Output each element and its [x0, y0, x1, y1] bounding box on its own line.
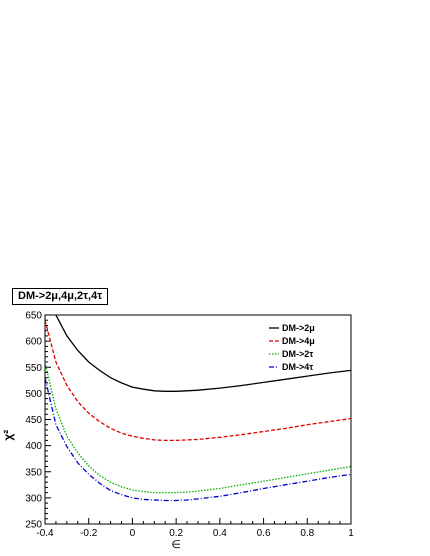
series-line-1: [45, 320, 351, 442]
series-line-0: [55, 315, 351, 392]
legend: DM->2μ DM->4μ DM->2τ DM->4τ: [269, 323, 315, 372]
legend-label-2: DM->2τ: [282, 349, 313, 359]
y-tick-label: 400: [25, 441, 42, 452]
y-tick-label: 500: [25, 389, 42, 400]
series-line-2: [45, 361, 351, 494]
series-line-3: [45, 377, 351, 502]
x-tick-label: 0.4: [213, 528, 227, 539]
x-tick-label: 0.6: [257, 528, 271, 539]
y-tick-label: 300: [25, 493, 42, 504]
x-tick-label: -0.2: [80, 528, 98, 539]
legend-label-1: DM->4μ: [282, 336, 315, 346]
x-tick-label: 0.8: [300, 528, 314, 539]
y-tick-label: 550: [25, 363, 42, 374]
chart-title: DM->2μ,4μ,2τ,4τ: [12, 288, 109, 305]
y-tick-label: 450: [25, 415, 42, 426]
x-tick-label: 0: [130, 528, 136, 539]
x-tick-label: 1: [348, 528, 354, 539]
plot-frame: [44, 314, 352, 525]
y-tick-label: 250: [25, 520, 42, 531]
x-axis-label: ∈: [171, 539, 181, 551]
legend-label-3: DM->4τ: [282, 362, 313, 372]
y-tick-label: 600: [25, 337, 42, 348]
y-tick-label: 350: [25, 467, 42, 478]
y-tick-label: 650: [25, 311, 42, 322]
x-tick-label: -0.4: [36, 528, 54, 539]
y-axis-label: χ²: [1, 430, 15, 441]
legend-label-0: DM->2μ: [282, 323, 315, 333]
x-tick-label: 0.2: [169, 528, 183, 539]
